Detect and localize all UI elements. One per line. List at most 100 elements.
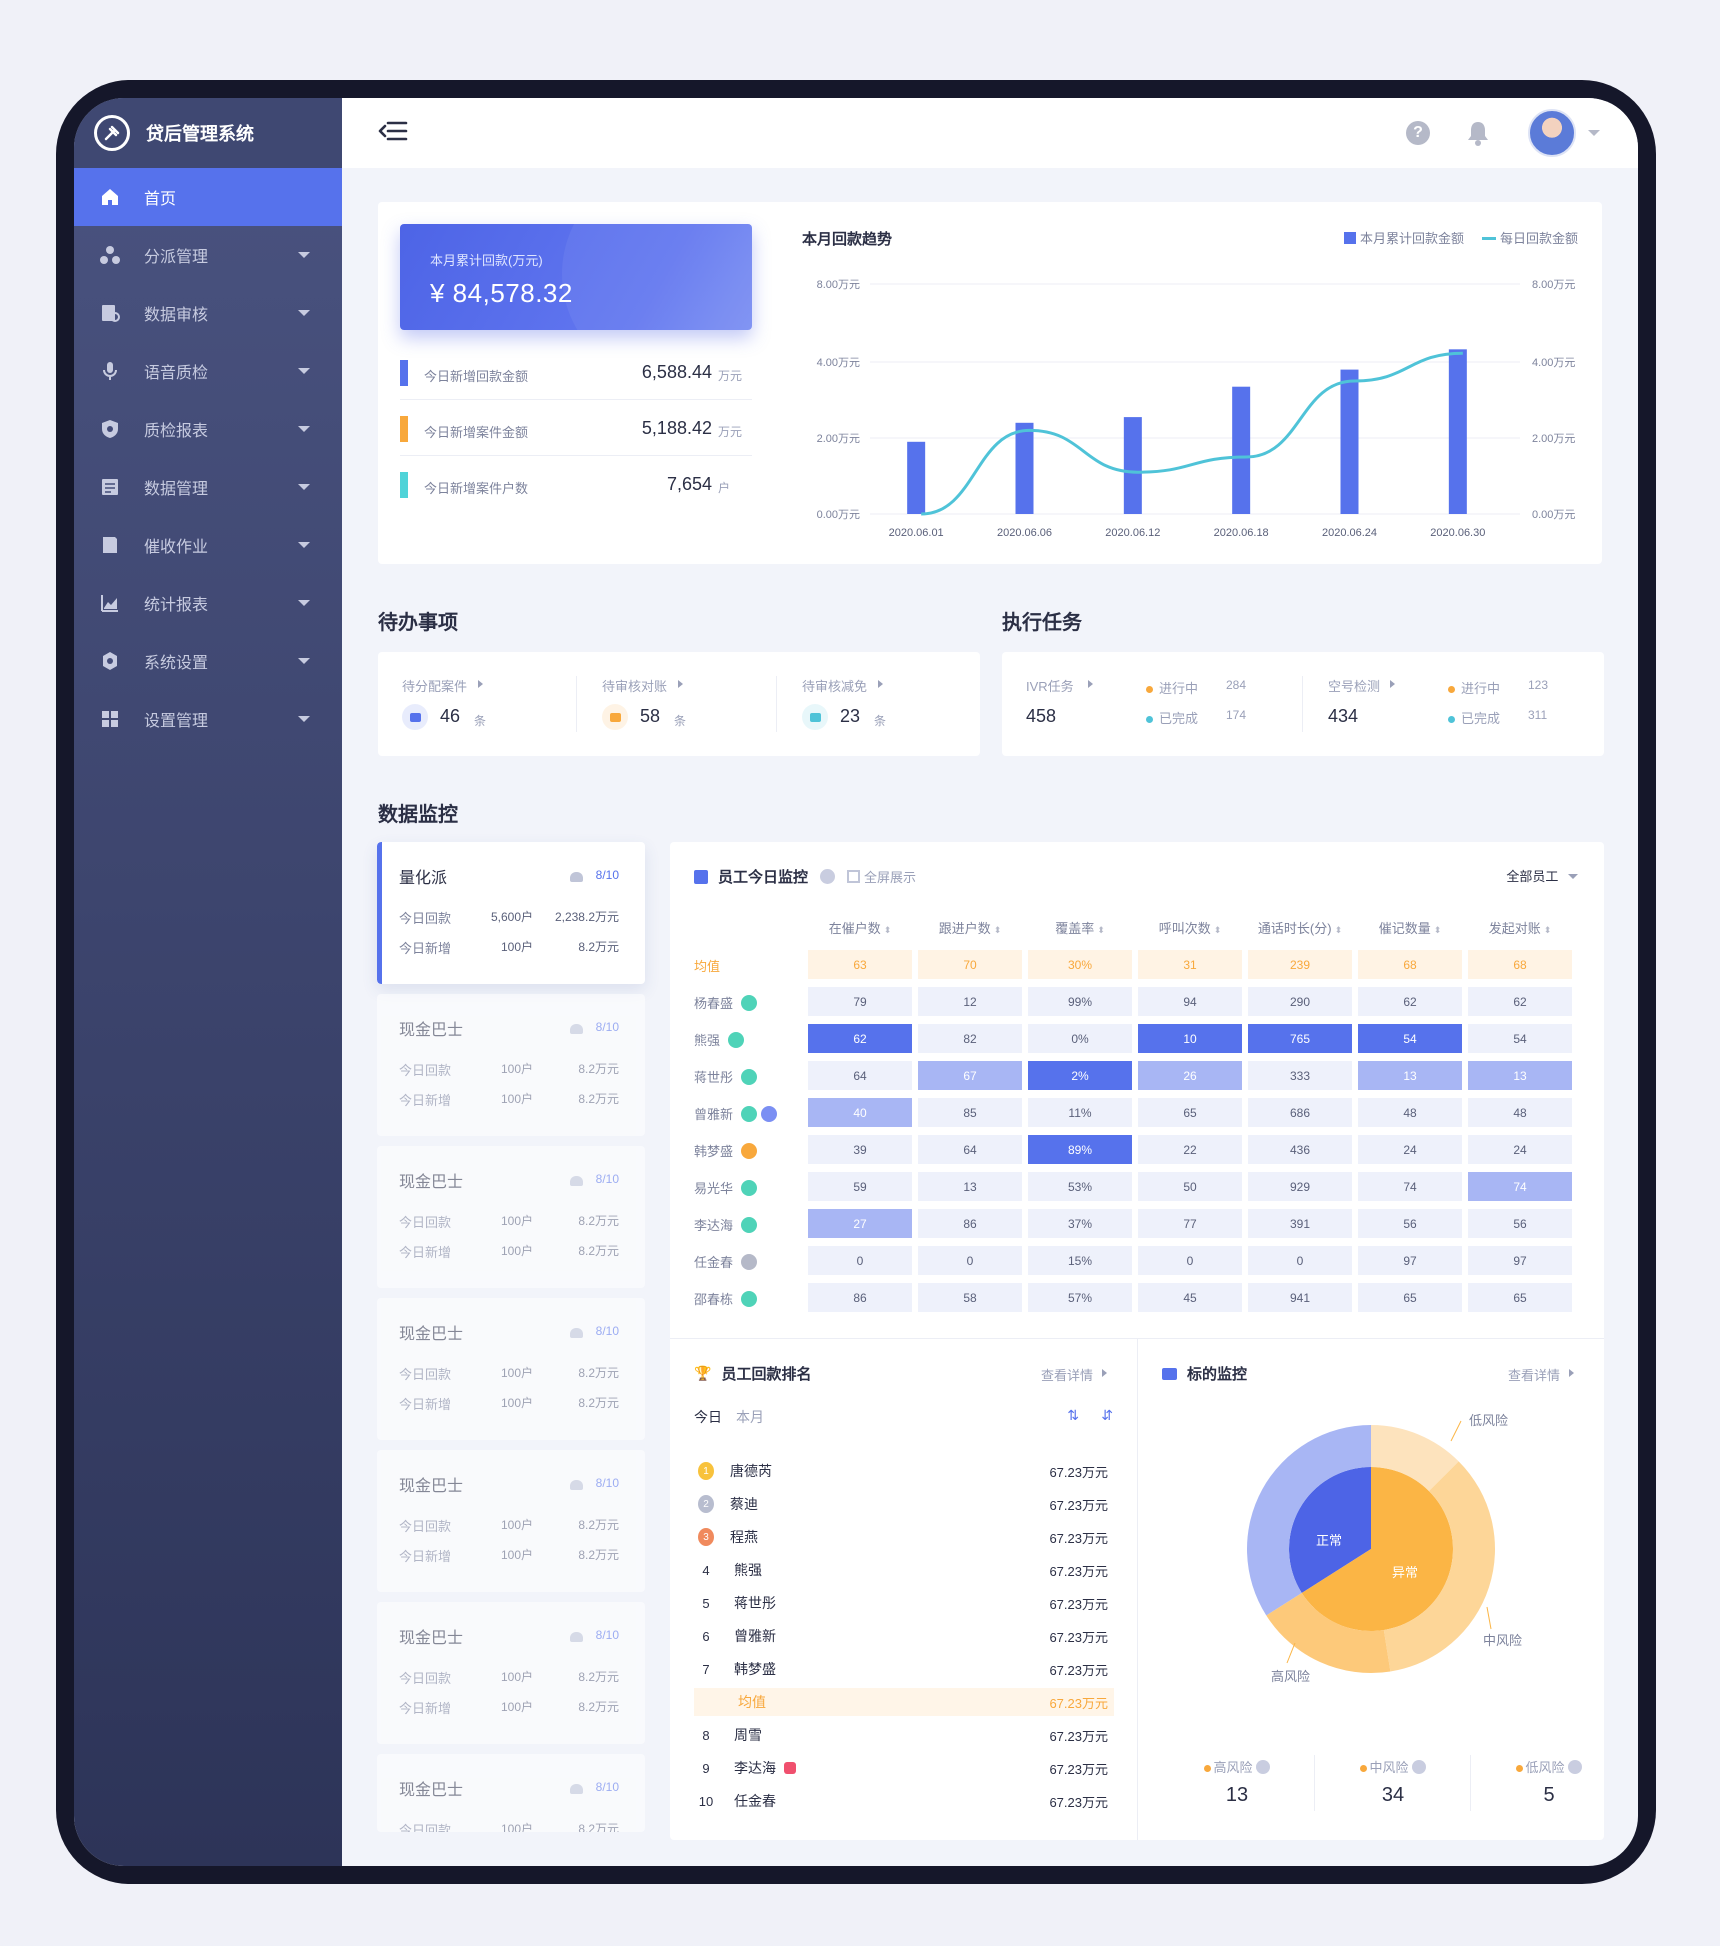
todo-label[interactable]: 待审核减免: [802, 679, 868, 694]
merchant-row-amount: 8.2万元: [578, 1548, 619, 1562]
task-value: 458: [1026, 706, 1057, 726]
column-header[interactable]: 发起对账 ⬍: [1488, 921, 1552, 936]
task-label[interactable]: 空号检测: [1328, 679, 1381, 694]
summary-row: 今日新增回款金额 6,588.44 万元: [400, 350, 752, 400]
task-done: 已完成 311: [1448, 708, 1588, 727]
grid-cell: 58: [918, 1283, 1022, 1312]
rank-number: 10: [698, 1793, 714, 1809]
chevron-right-icon[interactable]: [1569, 1369, 1574, 1377]
tab-month[interactable]: 本月: [736, 1409, 764, 1425]
staff-name: 均值: [694, 959, 721, 974]
column-header[interactable]: 覆盖率 ⬍: [1055, 921, 1105, 936]
monitor-title: 数据监控: [378, 804, 458, 826]
merchant-row-count: 100户: [500, 1244, 533, 1258]
task-running: 进行中 123: [1448, 678, 1588, 697]
help-icon[interactable]: [1255, 1760, 1270, 1774]
tab-today[interactable]: 今日: [694, 1409, 722, 1425]
chevron-right-icon[interactable]: [1102, 1369, 1107, 1377]
sidebar-item-6[interactable]: 催收作业: [74, 516, 342, 574]
column-header[interactable]: 催记数量 ⬍: [1378, 921, 1442, 936]
grid-cell: 62: [1358, 987, 1462, 1016]
task-item[interactable]: IVR任务 458 进行中 284 已完成 174: [1026, 676, 1296, 736]
folder-icon: [402, 704, 428, 730]
task-label[interactable]: IVR任务: [1026, 679, 1074, 694]
grid-cell: 391: [1248, 1209, 1352, 1238]
todo-item[interactable]: 待审核对账 58 条: [602, 676, 772, 736]
avatar[interactable]: [1528, 109, 1576, 157]
chevron-down-icon: [298, 310, 310, 316]
series-line: [921, 351, 1463, 516]
column-header[interactable]: 跟进户数 ⬍: [938, 921, 1002, 936]
column-header[interactable]: 通话时长(分) ⬍: [1257, 921, 1343, 936]
summary-color-bar: [400, 472, 408, 498]
todo-item[interactable]: 待审核减免 23 条: [802, 676, 972, 736]
grid-cell: 54: [1358, 1024, 1462, 1053]
target-detail-link[interactable]: 查看详情: [1507, 1368, 1560, 1383]
y-tick-right: 2.00万元: [1532, 433, 1575, 445]
done-label: 已完成: [1461, 711, 1501, 726]
running-value: 284: [1226, 678, 1247, 692]
globe-icon: [761, 1106, 778, 1122]
summary-unit: 户: [718, 481, 731, 495]
grid-cell: 99%: [1028, 987, 1132, 1016]
sidebar-item-3[interactable]: 语音质检: [74, 342, 342, 400]
grid-cell: 62: [808, 1024, 912, 1053]
sidebar-item-0[interactable]: 首页: [74, 168, 342, 226]
sidebar-item-1[interactable]: 分派管理: [74, 226, 342, 284]
bell-icon[interactable]: [1466, 120, 1490, 151]
grid-cell: 10: [1138, 1024, 1242, 1053]
ranking-detail-link[interactable]: 查看详情: [1040, 1368, 1093, 1383]
fullscreen-icon[interactable]: [847, 870, 861, 883]
status-icon: [728, 1032, 745, 1048]
grid-cell: 77: [1138, 1209, 1242, 1238]
sort-asc-icon[interactable]: ⇅: [1067, 1407, 1079, 1423]
sidebar-item-9[interactable]: 设置管理: [74, 690, 342, 748]
rank-name: 程燕: [730, 1529, 758, 1545]
staff-filter[interactable]: 全部员工: [1506, 866, 1578, 885]
rank-name: 李达海: [734, 1760, 776, 1776]
running-dot: [1146, 686, 1153, 694]
x-tick-label: 2020.06.06: [997, 527, 1052, 539]
task-done: 已完成 174: [1146, 708, 1286, 727]
sidebar-item-4[interactable]: 质检报表: [74, 400, 342, 458]
merchant-row-amount: 8.2万元: [578, 1518, 619, 1532]
staff-name: 曾雅新: [694, 1104, 778, 1123]
sidebar-item-5[interactable]: 数据管理: [74, 458, 342, 516]
fullscreen-button[interactable]: 全屏展示: [864, 870, 917, 885]
sort-desc-icon[interactable]: ⇵: [1101, 1407, 1113, 1423]
todo-label[interactable]: 待审核对账: [602, 679, 668, 694]
todo-label[interactable]: 待分配案件: [402, 679, 468, 694]
collapse-menu-icon[interactable]: [378, 120, 408, 147]
help-icon[interactable]: ?: [1406, 121, 1430, 145]
column-header[interactable]: 呼叫次数 ⬍: [1158, 921, 1222, 936]
sidebar-item-7[interactable]: 统计报表: [74, 574, 342, 632]
merchant-card[interactable]: 量化派 8/10 今日回款 5,600户 2,238.2万元 今日新增 100户 8.2万元: [377, 842, 645, 984]
chevron-down-icon[interactable]: [1588, 130, 1600, 136]
merchant-count: 8/10: [595, 1628, 619, 1642]
status-icon: [741, 1217, 758, 1233]
status-icon: [741, 1254, 758, 1270]
ranking-row: 10 任金春 67.23万元: [694, 1787, 1114, 1815]
home-icon: [100, 187, 120, 207]
chart-title: 本月回款趋势: [802, 231, 893, 248]
todo-item[interactable]: 待分配案件 46 条: [402, 676, 572, 736]
data-icon: [100, 477, 120, 497]
inner-slice-1: [1301, 1467, 1453, 1631]
sidebar-item-8[interactable]: 系统设置: [74, 632, 342, 690]
help-icon[interactable]: [1567, 1760, 1582, 1774]
risk-stat-label: 中风险: [1318, 1757, 1468, 1776]
sidebar-item-2[interactable]: 数据审核: [74, 284, 342, 342]
column-header[interactable]: 在催户数 ⬍: [828, 921, 892, 936]
merchant-row-label: 今日新增: [399, 1701, 452, 1716]
help-icon[interactable]: [1411, 1760, 1426, 1774]
y-tick-left: 0.00万元: [817, 509, 860, 521]
task-item[interactable]: 空号检测 434 进行中 123 已完成 311: [1328, 676, 1598, 736]
merchant-row-amount: 2,238.2万元: [554, 910, 619, 924]
grid-cell: 86: [918, 1209, 1022, 1238]
